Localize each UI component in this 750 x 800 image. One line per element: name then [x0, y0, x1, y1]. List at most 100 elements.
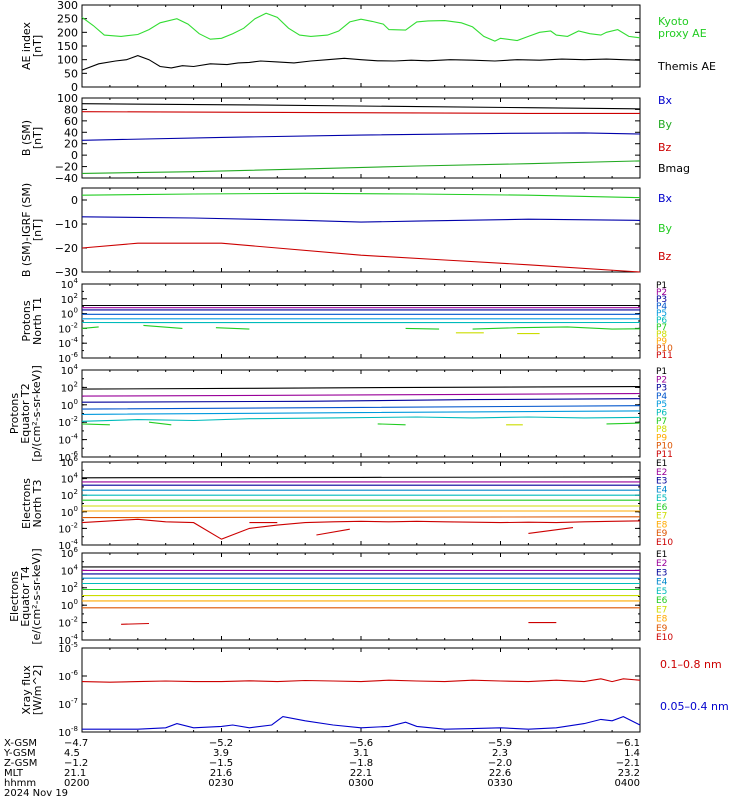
y-axis-label: Equator T2: [19, 383, 32, 443]
legend-entry: P8: [656, 425, 667, 435]
legend-entry: Bz: [658, 250, 672, 263]
footer-value: 1.4: [624, 748, 640, 759]
legend-entry: P11: [656, 351, 673, 361]
legend-entry: P7: [656, 323, 667, 333]
legend-entry: P5: [656, 400, 667, 410]
panel-frame: [81, 4, 641, 88]
y-tick-label: 102: [61, 488, 78, 502]
legend-entry: E6: [656, 503, 668, 513]
legend-entry: E3: [656, 568, 667, 578]
y-tick-label: 10-4: [58, 336, 78, 350]
footer-row-label: Z-GSM: [4, 758, 37, 769]
legend-entry: P2: [656, 375, 667, 385]
y-axis-label: Electrons: [8, 571, 21, 622]
y-tick-label: −30: [55, 266, 78, 279]
footer-value: 2.3: [492, 748, 508, 759]
legend-entry: E9: [656, 624, 668, 634]
series-line: [81, 192, 641, 199]
legend-entry: P8: [656, 330, 667, 340]
y-axis-label: [nT]: [31, 35, 44, 57]
y-tick-label: 104: [61, 472, 79, 486]
legend-entry: E2: [656, 559, 667, 569]
legend-entry: P3: [656, 295, 667, 305]
series-line: [81, 410, 641, 415]
legend-entry: E6: [656, 596, 668, 606]
legend-entry: E7: [656, 512, 667, 522]
series-line: [81, 516, 641, 519]
panel-frame: [81, 283, 641, 359]
series-line: [472, 326, 641, 330]
y-tick-label: 102: [61, 581, 78, 595]
series-line: [528, 527, 574, 534]
y-tick-label: 104: [61, 277, 79, 291]
y-tick-label: 104: [61, 363, 79, 377]
legend-entry: P1: [656, 367, 667, 377]
y-axis-label: Xray flux: [20, 665, 33, 715]
legend-entry: E10: [656, 538, 673, 548]
series-line: [81, 405, 641, 410]
y-tick-label: 10-2: [58, 616, 78, 630]
legend-entry: P4: [656, 392, 667, 402]
y-tick-label: 10-4: [58, 633, 78, 647]
series-line: [81, 12, 641, 42]
series-line: [81, 678, 641, 683]
footer-value: −1.8: [349, 758, 373, 769]
legend-entry: E5: [656, 494, 667, 504]
y-axis-label: B (SM)-IGRF (SM): [20, 183, 33, 277]
series-line: [215, 327, 250, 330]
y-tick-label: 10-8: [58, 725, 78, 739]
series-line: [81, 423, 110, 426]
footer-value: 0230: [208, 778, 233, 789]
legend-entry: Themis AE: [657, 60, 716, 73]
footer-value: 0200: [64, 778, 89, 789]
series-line: [81, 111, 640, 114]
y-axis-label: AE index: [20, 21, 33, 70]
y-tick-label: −20: [55, 242, 78, 255]
y-tick-label: 100: [57, 92, 78, 105]
y-tick-label: 80: [64, 103, 78, 116]
y-tick-label: 102: [61, 380, 78, 394]
y-tick-label: 60: [64, 115, 78, 128]
footer-row-label: MLT: [4, 768, 24, 779]
footer-value: −4.7: [64, 738, 88, 749]
y-tick-label: 102: [61, 292, 78, 306]
legend-entry: P10: [656, 344, 673, 354]
series-line: [316, 528, 350, 536]
legend-entry: P11: [656, 450, 673, 460]
y-tick-label: 10-6: [58, 450, 78, 464]
legend-entry: E8: [656, 615, 668, 625]
footer-value: 21.6: [210, 768, 232, 779]
y-tick-label: 10-6: [58, 669, 78, 683]
y-tick-label: 10-4: [58, 538, 78, 552]
footer-value: −2.1: [616, 758, 640, 769]
series-line: [81, 55, 641, 71]
series-line: [81, 216, 641, 223]
y-tick-label: −10: [55, 218, 78, 231]
series-line: [81, 326, 99, 329]
y-tick-label: 10-2: [58, 415, 78, 429]
legend-entry: P5: [656, 309, 667, 319]
y-tick-label: −20: [55, 161, 78, 174]
legend-entry: E1: [656, 459, 667, 469]
series-line: [377, 423, 406, 426]
footer-value: 0300: [348, 778, 373, 789]
footer-row-label: hhmm: [4, 778, 36, 789]
footer-value: 0400: [615, 778, 640, 789]
y-tick-label: 300: [57, 0, 78, 12]
legend-entry: P2: [656, 288, 667, 298]
series-line: [81, 416, 641, 422]
y-tick-label: 0: [71, 194, 78, 207]
y-axis-label: Protons: [8, 393, 21, 434]
series-line: [81, 392, 641, 397]
y-tick-label: 20: [64, 138, 78, 151]
y-axis-label: North T1: [31, 297, 44, 345]
y-tick-label: 10-4: [58, 433, 78, 447]
legend-entry: E8: [656, 520, 668, 530]
footer-value: −1.5: [209, 758, 233, 769]
legend-entry: By: [658, 118, 673, 131]
panel-frame: [81, 647, 641, 733]
legend-entry: P10: [656, 442, 673, 452]
footer-value: 22.1: [350, 768, 372, 779]
